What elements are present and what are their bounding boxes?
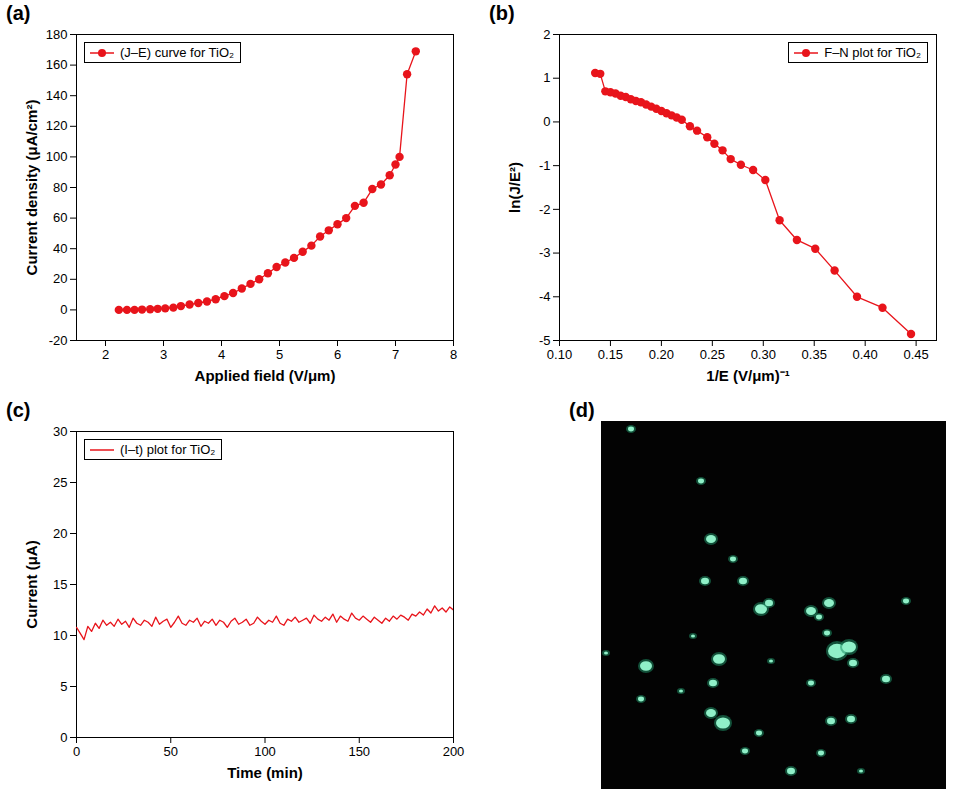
svg-text:15: 15 bbox=[53, 577, 67, 592]
svg-text:0.45: 0.45 bbox=[903, 347, 928, 362]
svg-text:1/E (V/μm)⁻¹: 1/E (V/μm)⁻¹ bbox=[706, 367, 789, 384]
svg-text:Current (μA): Current (μA) bbox=[23, 540, 40, 628]
svg-text:0.30: 0.30 bbox=[751, 347, 776, 362]
svg-text:150: 150 bbox=[348, 744, 370, 759]
svg-text:120: 120 bbox=[46, 118, 68, 133]
svg-text:40: 40 bbox=[53, 241, 67, 256]
svg-text:Current density (μA/cm²): Current density (μA/cm²) bbox=[23, 100, 40, 276]
svg-text:0: 0 bbox=[73, 744, 80, 759]
svg-text:Time (min): Time (min) bbox=[227, 764, 303, 781]
svg-text:5: 5 bbox=[60, 679, 67, 694]
svg-text:50: 50 bbox=[164, 744, 178, 759]
svg-text:0.25: 0.25 bbox=[700, 347, 725, 362]
svg-text:8: 8 bbox=[450, 347, 457, 362]
svg-text:100: 100 bbox=[46, 149, 68, 164]
svg-text:0: 0 bbox=[543, 114, 550, 129]
svg-text:6: 6 bbox=[334, 347, 341, 362]
svg-text:0.35: 0.35 bbox=[802, 347, 827, 362]
svg-text:20: 20 bbox=[53, 271, 67, 286]
svg-text:160: 160 bbox=[46, 57, 68, 72]
svg-text:4: 4 bbox=[218, 347, 225, 362]
html-text:(b): (b) bbox=[489, 2, 515, 24]
svg-text:180: 180 bbox=[46, 27, 68, 42]
svg-text:0.40: 0.40 bbox=[853, 347, 878, 362]
svg-text:60: 60 bbox=[53, 210, 67, 225]
svg-text:-20: -20 bbox=[49, 333, 68, 348]
svg-text:0.20: 0.20 bbox=[649, 347, 674, 362]
svg-text:25: 25 bbox=[53, 475, 67, 490]
svg-text:200: 200 bbox=[443, 744, 465, 759]
svg-text:1: 1 bbox=[543, 70, 550, 85]
svg-text:5: 5 bbox=[276, 347, 283, 362]
svg-text:3: 3 bbox=[160, 347, 167, 362]
html-text:F–N plot for TiO₂: F–N plot for TiO₂ bbox=[824, 45, 921, 60]
svg-text:140: 140 bbox=[46, 88, 68, 103]
html-text:(a): (a) bbox=[6, 2, 31, 24]
svg-text:0: 0 bbox=[60, 302, 67, 317]
svg-text:30: 30 bbox=[53, 424, 67, 439]
html-text:(I–t) plot for TiO₂: (I–t) plot for TiO₂ bbox=[120, 442, 216, 457]
html-text:(c): (c) bbox=[6, 399, 31, 421]
svg-text:7: 7 bbox=[392, 347, 399, 362]
svg-text:2: 2 bbox=[543, 27, 550, 42]
svg-text:-2: -2 bbox=[539, 202, 551, 217]
svg-text:-5: -5 bbox=[539, 333, 551, 348]
svg-text:-4: -4 bbox=[539, 289, 551, 304]
svg-text:10: 10 bbox=[53, 628, 67, 643]
svg-text:0.15: 0.15 bbox=[598, 347, 623, 362]
html-text:(J–E) curve for TiO₂: (J–E) curve for TiO₂ bbox=[120, 45, 235, 60]
svg-text:-1: -1 bbox=[539, 158, 551, 173]
svg-text:Applied field (V/μm): Applied field (V/μm) bbox=[195, 367, 336, 384]
svg-text:80: 80 bbox=[53, 180, 67, 195]
svg-text:-3: -3 bbox=[539, 245, 551, 260]
svg-text:ln(J/E²): ln(J/E²) bbox=[506, 162, 523, 213]
svg-text:100: 100 bbox=[254, 744, 276, 759]
svg-text:2: 2 bbox=[102, 347, 109, 362]
svg-text:20: 20 bbox=[53, 526, 67, 541]
html-text:(d): (d) bbox=[569, 399, 595, 421]
svg-text:0.10: 0.10 bbox=[547, 347, 572, 362]
svg-text:0: 0 bbox=[60, 730, 67, 745]
